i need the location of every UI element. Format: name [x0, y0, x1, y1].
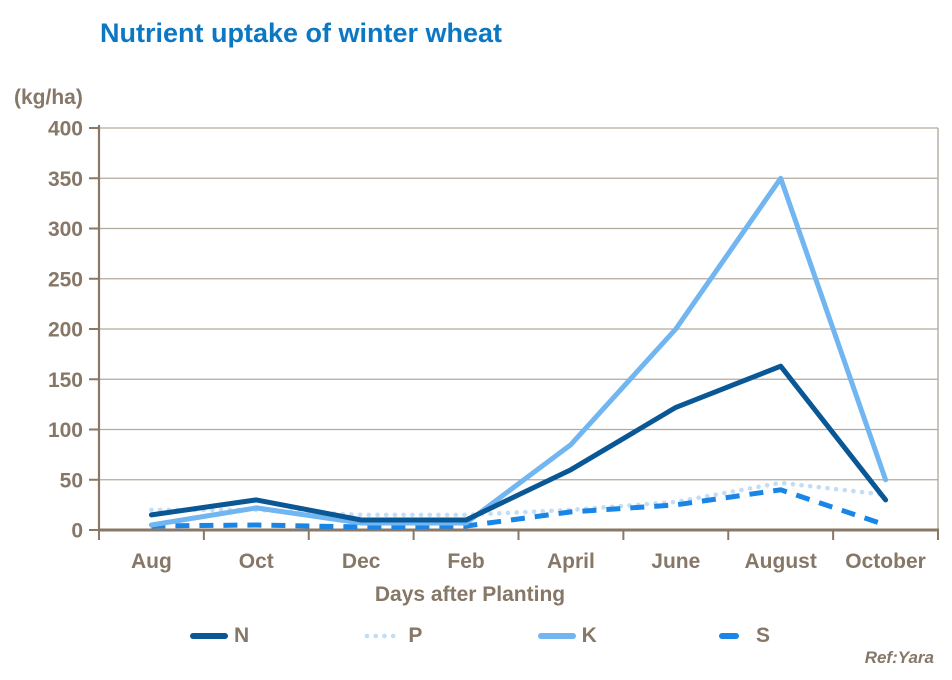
series-line-N: [148, 363, 889, 523]
x-tick-label: October: [845, 550, 926, 573]
y-tick-label: 150: [48, 369, 83, 392]
reference-label: Ref:Yara: [864, 648, 934, 667]
legend-item-S: S: [712, 624, 770, 648]
legend-line-sample-P: [365, 633, 402, 639]
x-tick-label: Dec: [342, 550, 381, 573]
y-tick-label: 200: [48, 319, 83, 342]
y-tick-label: 350: [48, 168, 83, 191]
x-tick-label: Feb: [447, 550, 484, 573]
x-tick-label: Oct: [239, 550, 274, 573]
x-tick-label: August: [745, 550, 817, 573]
legend-line-sample-N: [190, 633, 228, 639]
series-line-K: [148, 175, 889, 528]
y-tick-label: 0: [71, 520, 83, 543]
x-tick-label: April: [547, 550, 595, 573]
x-axis-title: Days after Planting: [374, 583, 566, 606]
x-tick-label: June: [651, 550, 700, 573]
series-line-S: [151, 487, 887, 530]
legend-label-K: K: [581, 624, 597, 647]
legend-label-P: P: [408, 624, 423, 647]
y-axis-unit-label: (kg/ha): [14, 86, 83, 109]
y-tick-label: 50: [60, 469, 83, 492]
legend-label-S: S: [755, 624, 770, 647]
legend-item-N: N: [190, 624, 249, 648]
legend-line-sample-S: [718, 633, 750, 639]
y-tick-label: 400: [48, 118, 83, 141]
y-tick-label: 100: [48, 419, 83, 442]
x-tick-label: Aug: [131, 550, 172, 573]
y-tick-label: 250: [48, 268, 83, 291]
legend-item-K: K: [537, 624, 597, 648]
legend-label-N: N: [234, 624, 250, 647]
chart-title: Nutrient uptake of winter wheat: [100, 18, 503, 48]
y-tick-label: 300: [48, 218, 83, 241]
legend-line-sample-K: [537, 633, 576, 639]
legend-item-P: P: [364, 624, 422, 648]
